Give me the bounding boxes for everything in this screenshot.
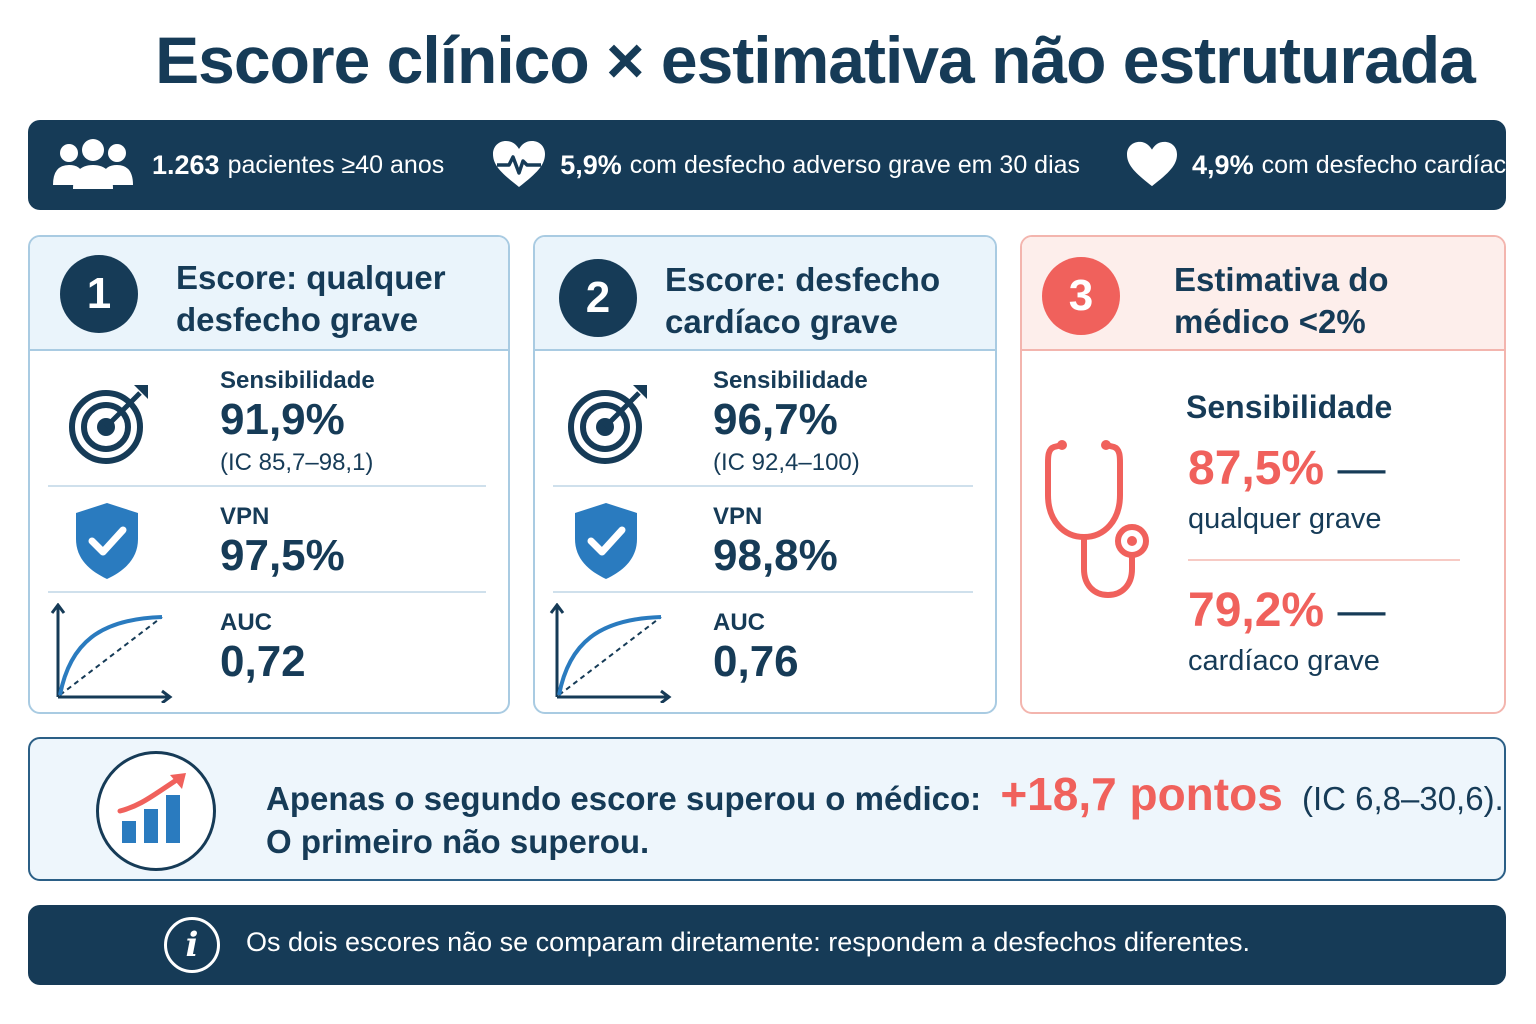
auc-value: 0,76 — [713, 637, 799, 686]
sensitivity-ci: (IC 92,4–100) — [713, 449, 860, 476]
page-title: Escore clínico × estimativa não estrutur… — [155, 23, 1476, 97]
sensitivity-metric: Sensibilidade 91,9% (IC 85,7–98,1) — [30, 351, 508, 487]
npv-metric: VPN 98,8% — [535, 487, 995, 591]
any-serious-value: 87,5% — — [1188, 441, 1385, 496]
growth-chart-icon — [96, 751, 216, 871]
metric-divider — [553, 485, 973, 487]
stats-bar: 1.263 pacientes ≥40 anos 5,9% com desfec… — [28, 120, 1536, 210]
npv-label: VPN — [220, 503, 270, 530]
stat-patients: 1.263 pacientes ≥40 anos — [28, 120, 444, 210]
target-icon — [567, 381, 651, 470]
card-title: Escore: qualquer desfecho grave — [176, 259, 446, 338]
stat-cardiac-text: com desfecho cardíaco grave — [1261, 150, 1536, 179]
roc-curve-icon — [549, 602, 673, 708]
auc-value: 0,72 — [220, 637, 306, 686]
stat-patients-value: 1.263 — [152, 149, 220, 180]
metric-divider — [553, 591, 973, 593]
cardiac-serious-value: 79,2% — — [1188, 583, 1385, 638]
comparison-highlight: Apenas o segundo escore superou o médico… — [28, 737, 1506, 881]
stat-patients-text: pacientes ≥40 anos — [227, 150, 445, 179]
stat-cardiac: 4,9% com desfecho cardíaco grave — [1124, 120, 1536, 210]
metric-divider — [48, 485, 486, 487]
card-number-badge: 3 — [1042, 257, 1120, 335]
stethoscope-icon — [1044, 437, 1154, 606]
cardiac-serious-label: cardíaco grave — [1188, 645, 1380, 677]
sensitivity-ci: (IC 85,7–98,1) — [220, 449, 374, 476]
target-icon — [68, 381, 152, 470]
stat-adverse-value: 5,9% — [560, 149, 622, 180]
card-header: 1 Escore: qualquer desfecho grave — [30, 237, 508, 351]
any-serious-label: qualquer grave — [1188, 503, 1382, 535]
sensitivity-metric: Sensibilidade 96,7% (IC 92,4–100) — [535, 351, 995, 487]
sensitivity-label: Sensibilidade — [220, 367, 375, 394]
physician-estimate-card: 3 Estimativa do médico <2% Sensibilidade… — [1020, 235, 1506, 714]
roc-curve-icon — [50, 602, 174, 708]
metric-divider — [1188, 559, 1460, 561]
note-text: Os dois escores não se comparam diretame… — [246, 927, 1251, 957]
sensitivity-value: 96,7% — [713, 395, 838, 444]
any-serious-number: 87,5% — [1188, 442, 1325, 495]
sensitivity-label: Sensibilidade — [713, 367, 868, 394]
info-note: i Os dois escores não se comparam direta… — [28, 905, 1506, 985]
card-number-badge: 1 — [60, 255, 138, 333]
card-header: 3 Estimativa do médico <2% — [1022, 237, 1504, 351]
shield-check-icon — [72, 501, 142, 586]
card-title: Escore: desfecho cardíaco grave — [665, 261, 941, 340]
highlight-ci: (IC 6,8–30,6). — [1301, 780, 1504, 817]
metric-divider — [48, 591, 486, 593]
highlight-accent: +18,7 pontos — [1000, 768, 1283, 820]
npv-value: 97,5% — [220, 531, 345, 580]
dash: — — [1337, 442, 1386, 495]
sensitivity-value: 91,9% — [220, 395, 345, 444]
npv-label: VPN — [713, 503, 763, 530]
info-icon: i — [164, 917, 220, 973]
stat-adverse-text: com desfecho adverso grave em 30 dias — [629, 150, 1081, 179]
auc-label: AUC — [713, 609, 765, 636]
highlight-prefix: Apenas o segundo escore superou o médico… — [266, 780, 982, 817]
cardiac-serious-number: 79,2% — [1188, 584, 1325, 637]
stat-cardiac-value: 4,9% — [1192, 149, 1254, 180]
auc-label: AUC — [220, 609, 272, 636]
highlight-line-2: O primeiro não superou. — [266, 823, 650, 860]
highlight-line-1: Apenas o segundo escore superou o médico… — [266, 767, 1504, 821]
dash: — — [1337, 584, 1386, 637]
heart-pulse-icon — [490, 139, 548, 191]
score-card-cardiac: 2 Escore: desfecho cardíaco grave Sensib… — [533, 235, 997, 714]
score-card-any: 1 Escore: qualquer desfecho grave Sensib… — [28, 235, 510, 714]
npv-metric: VPN 97,5% — [30, 487, 508, 591]
sensitivity-label: Sensibilidade — [1186, 389, 1393, 425]
shield-check-icon — [571, 501, 641, 586]
auc-metric: AUC 0,72 — [30, 593, 508, 712]
npv-value: 98,8% — [713, 531, 838, 580]
stat-adverse: 5,9% com desfecho adverso grave em 30 di… — [490, 120, 1080, 210]
people-icon — [50, 139, 136, 191]
physician-sensitivity: Sensibilidade 87,5% — qualquer grave 79,… — [1022, 351, 1504, 711]
card-title: Estimativa do médico <2% — [1174, 261, 1389, 340]
card-number-badge: 2 — [559, 259, 637, 337]
auc-metric: AUC 0,76 — [535, 593, 995, 712]
heart-icon — [1124, 140, 1180, 190]
card-header: 2 Escore: desfecho cardíaco grave — [535, 237, 995, 351]
